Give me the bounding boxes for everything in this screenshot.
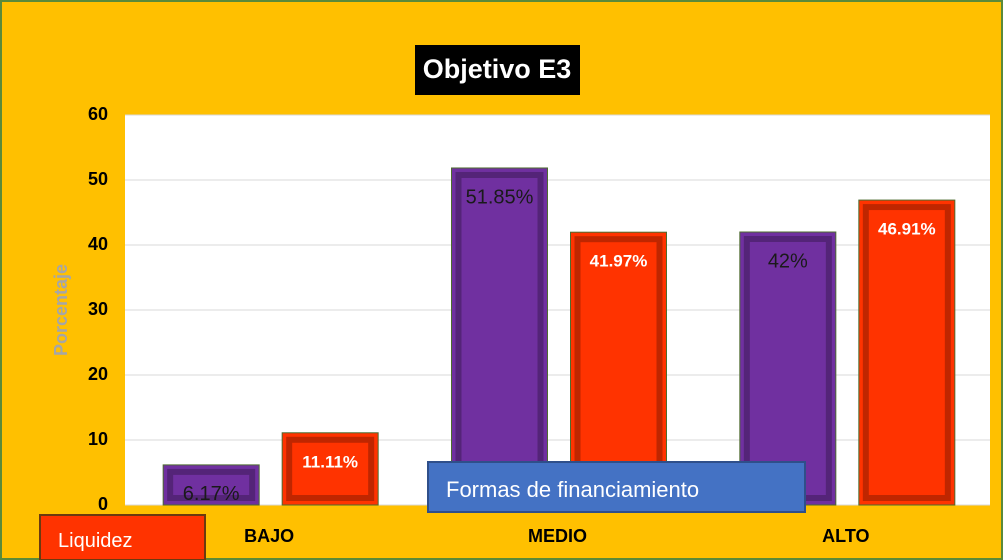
x-tick-label: MEDIO <box>528 526 587 546</box>
legend-label: Liquidez <box>58 530 133 552</box>
y-tick-label: 40 <box>88 234 108 254</box>
data-label: 42% <box>768 250 808 272</box>
bar-bevel <box>286 436 375 502</box>
data-label: 46.91% <box>878 220 936 239</box>
data-label: 51.85% <box>466 186 534 208</box>
bar <box>162 464 260 506</box>
title-box <box>415 45 580 95</box>
x-tick-label: BAJO <box>244 526 294 546</box>
y-tick-label: 50 <box>88 169 108 189</box>
chart-title: Objetivo E3 <box>423 54 572 84</box>
data-label: 11.11% <box>302 452 358 471</box>
y-tick-label: 60 <box>88 104 108 124</box>
y-tick-label: 0 <box>98 494 108 514</box>
bar <box>281 432 379 506</box>
legend-box <box>427 461 806 513</box>
bar <box>570 231 667 506</box>
bar-bevel <box>862 204 951 502</box>
x-tick-label: ALTO <box>822 526 869 546</box>
legend-label: Formas de financiamiento <box>446 477 699 502</box>
bar <box>739 231 837 506</box>
data-label: 41.97% <box>590 252 648 271</box>
y-axis-label: Porcentaje <box>51 264 71 356</box>
bar <box>451 167 548 506</box>
y-tick-label: 10 <box>88 429 108 449</box>
data-label: 6.17% <box>183 483 240 505</box>
bar-bevel <box>167 468 256 501</box>
y-tick-label: 20 <box>88 364 108 384</box>
legend-box <box>39 514 206 560</box>
y-tick-label: 30 <box>88 299 108 319</box>
bar <box>858 199 956 506</box>
